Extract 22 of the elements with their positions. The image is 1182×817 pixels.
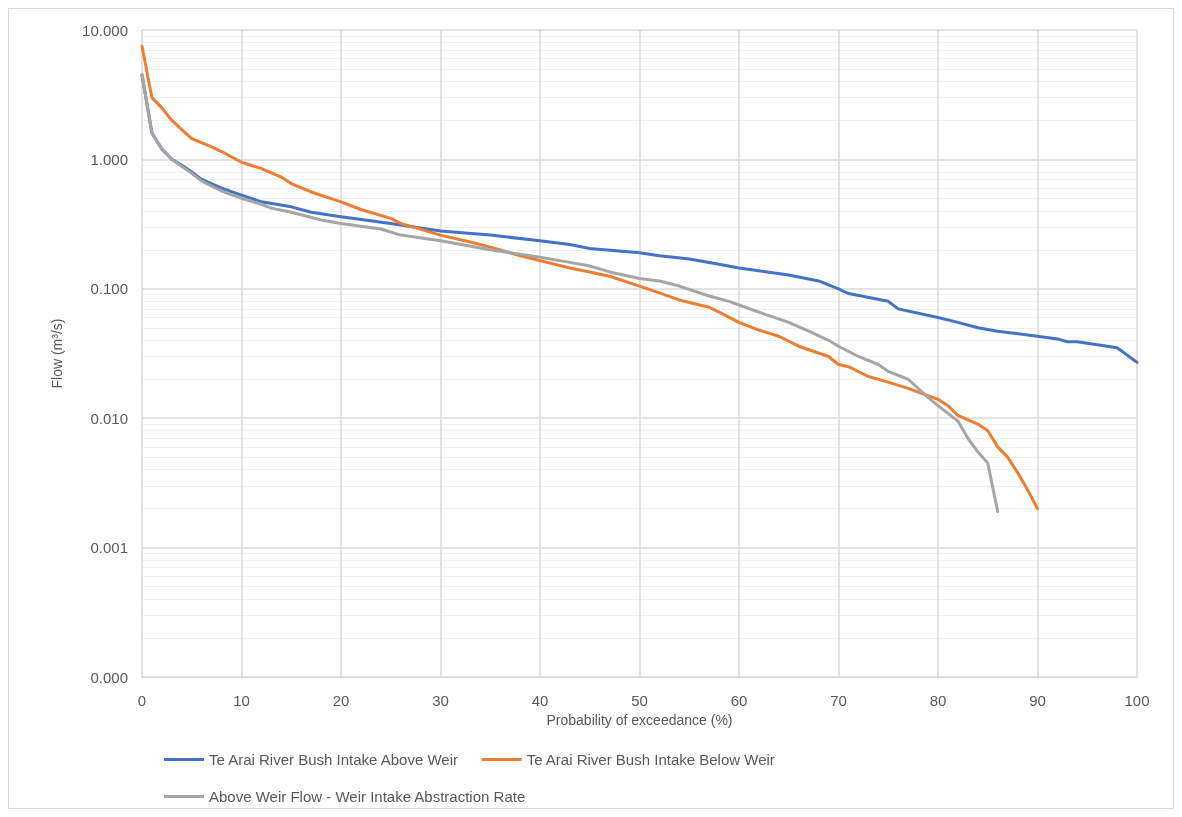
x-tick-label: 40 (531, 692, 549, 709)
y-tick-label: 0.001 (90, 539, 128, 557)
y-tick-label: 1.000 (90, 150, 128, 168)
x-tick-label: 10 (233, 692, 250, 709)
y-tick-label: 0.010 (90, 409, 128, 427)
legend-label: Te Arai River Bush Intake Below Weir (526, 751, 775, 768)
x-tick-label: 20 (332, 692, 350, 709)
legend-label: Te Arai River Bush Intake Above Weir (209, 751, 459, 768)
y-tick-label: 0.000 (90, 668, 128, 686)
x-tick-label: 100 (1124, 692, 1150, 709)
x-tick-label: 0 (137, 692, 147, 709)
legend-label: Above Weir Flow - Weir Intake Abstraction Rate (209, 788, 526, 805)
y-axis-title: Flow (m³/s) (49, 318, 65, 389)
x-tick-label: 90 (1029, 692, 1046, 709)
x-tick-label: 70 (830, 692, 847, 709)
x-tick-label: 30 (432, 692, 449, 709)
y-tick-label: 10.000 (82, 21, 128, 39)
x-tick-label: 80 (929, 692, 947, 709)
x-tick-label: 50 (631, 692, 648, 709)
y-tick-label: 0.100 (90, 280, 128, 298)
x-tick-label: 60 (730, 692, 748, 709)
x-axis-title: Probability of exceedance (%) (546, 712, 733, 728)
